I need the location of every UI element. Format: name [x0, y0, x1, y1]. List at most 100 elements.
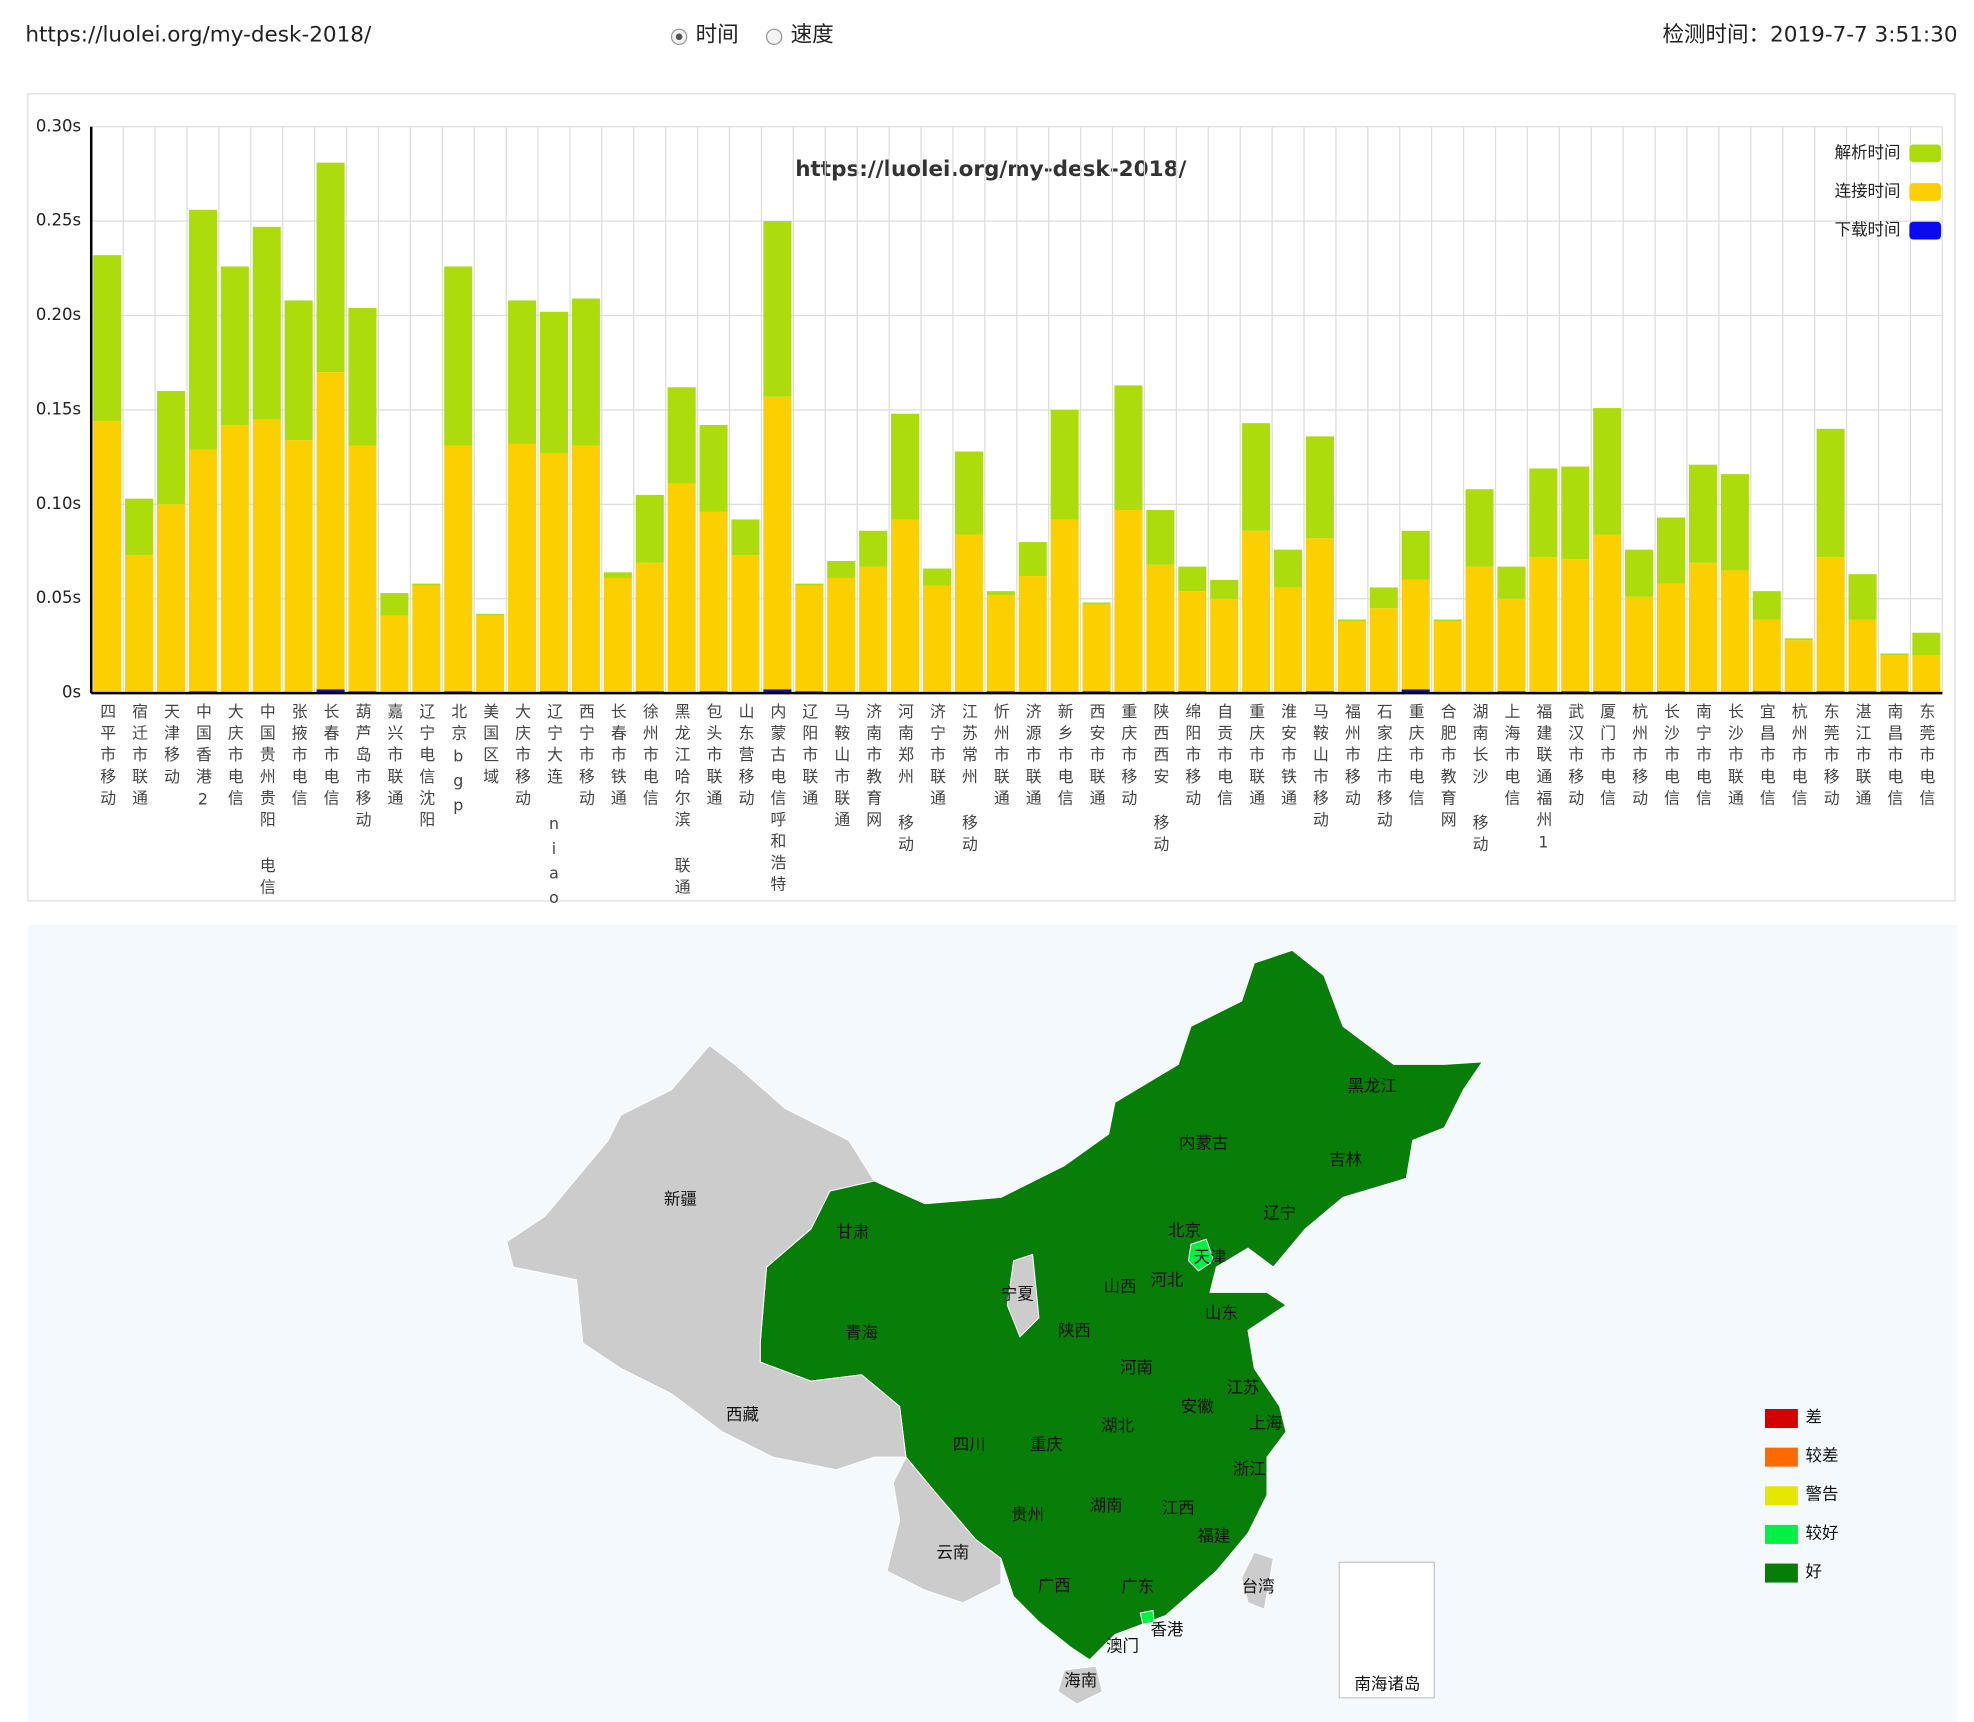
bar-segment — [284, 440, 313, 694]
bar-segment — [252, 419, 281, 694]
x-tick-label: 湖南长沙 移动 — [1470, 703, 1489, 857]
region-label: 上海 — [1249, 1414, 1282, 1433]
region-label: 贵州 — [1011, 1505, 1044, 1524]
x-tick-label: 重庆市移动 — [1119, 703, 1138, 811]
x-tick-label: 河南郑州 移动 — [896, 703, 915, 857]
bar-segment — [667, 387, 696, 484]
bar-segment — [1465, 489, 1494, 567]
map-legend-label: 警告 — [1805, 1485, 1838, 1504]
bar-segment — [220, 425, 249, 694]
region-label: 南海诸岛 — [1354, 1675, 1420, 1694]
x-tick-label: 西宁市移动 — [576, 703, 595, 811]
bar-segment — [1369, 587, 1398, 609]
x-tick-label: 中国香港2 — [193, 703, 212, 814]
bar-segment — [859, 566, 888, 694]
x-tick-label: 长春市铁通 — [608, 703, 627, 811]
x-tick-label: 忻州市联通 — [991, 703, 1010, 811]
x-tick-label: 内蒙古电信呼和浩特 — [768, 703, 787, 897]
radio-time[interactable]: 时间 — [670, 23, 739, 48]
bar-segment — [1657, 583, 1686, 692]
x-tick-label: 黑龙江哈尔滨 联通 — [672, 703, 691, 900]
bar-segment — [1274, 549, 1303, 588]
map-region-shape — [1241, 1551, 1274, 1610]
south-sea-inset — [1338, 1561, 1435, 1699]
bar-segment — [1369, 608, 1398, 694]
map-legend-label: 差 — [1805, 1407, 1821, 1426]
map-region-shape — [1057, 1665, 1103, 1705]
x-tick-label: 东莞市电信 — [1917, 703, 1936, 811]
region-label: 江西 — [1162, 1499, 1195, 1518]
bar-segment — [731, 519, 760, 556]
map-region-shape — [506, 1044, 907, 1471]
bar-segment — [731, 555, 760, 694]
bar-segment — [1082, 604, 1111, 692]
bar-segment — [125, 498, 154, 556]
bar-segment — [508, 443, 537, 694]
y-tick-label: 0.05s — [36, 588, 81, 607]
bar-segment — [444, 445, 473, 692]
bar-segment — [93, 255, 122, 422]
x-tick-label: 福州市移动 — [1342, 703, 1361, 811]
bar-segment — [795, 585, 824, 692]
bar-segment — [1784, 640, 1813, 694]
bar-segment — [1912, 655, 1941, 694]
region-label: 浙江 — [1233, 1459, 1266, 1478]
region-label: 湖南 — [1090, 1496, 1123, 1515]
x-tick-label: 天津移动 — [162, 703, 181, 789]
bar-segment — [1114, 510, 1143, 694]
bar-segment — [922, 585, 952, 694]
bar-segment — [1529, 557, 1558, 694]
x-tick-label: 绵阳市移动 — [1183, 703, 1202, 811]
bar-segment — [1401, 689, 1430, 694]
legend-swatch — [1909, 183, 1942, 201]
map-legend-swatch — [1764, 1563, 1798, 1583]
region-label: 台湾 — [1242, 1577, 1275, 1596]
map-legend-label: 较好 — [1805, 1523, 1838, 1542]
x-tick-label: 山东营移动 — [736, 703, 755, 811]
bar-segment — [1210, 598, 1239, 694]
radio-button[interactable] — [765, 28, 783, 46]
bar-segment — [1497, 566, 1526, 599]
map-region-shape — [1139, 1609, 1155, 1625]
bar-segment — [954, 534, 983, 694]
bar-segment — [1050, 409, 1079, 520]
bar-segment — [125, 555, 154, 694]
bar-segment — [1848, 619, 1877, 692]
chart-title: https://luolei.org/my-desk-2018/ — [795, 157, 1186, 182]
bar-segment — [1050, 519, 1079, 694]
x-tick-label: 辽阳市联通 — [800, 703, 819, 811]
region-label: 新疆 — [664, 1189, 697, 1208]
bar-segment — [1880, 655, 1909, 692]
region-label: 吉林 — [1329, 1150, 1362, 1169]
radio-speed[interactable]: 速度 — [765, 23, 834, 48]
bar-segment — [699, 425, 728, 512]
radio-label[interactable]: 时间 — [696, 23, 739, 48]
chart: 0s 0.05s 0.10s 0.15s 0.20s 0.25s 0.30s 四平市移动 宿迁市… — [36, 116, 1943, 913]
x-tick-label: 淮安市铁通 — [1279, 703, 1298, 811]
region-label: 河北 — [1150, 1271, 1183, 1290]
y-tick-label: 0.15s — [36, 399, 81, 418]
radio-label[interactable]: 速度 — [791, 23, 834, 48]
bar-segment — [1305, 436, 1335, 539]
bar-segment — [1433, 619, 1462, 622]
bar-segment — [1146, 564, 1175, 692]
bar-segment — [1433, 621, 1462, 694]
y-tick-label: 0s — [62, 683, 81, 702]
bar-segment — [444, 266, 473, 446]
bar-segment — [1816, 557, 1845, 692]
bar-segment — [763, 689, 792, 694]
bar-segment — [859, 530, 888, 567]
map-region-shape — [759, 949, 1484, 1661]
bar-segment — [986, 594, 1015, 692]
bar-segment — [1625, 596, 1654, 694]
page-url: https://luolei.org/my-desk-2018/ — [25, 23, 372, 48]
map-legend-label: 好 — [1805, 1562, 1821, 1581]
x-tick-label: 石家庄市移动 — [1374, 703, 1393, 832]
bar-segment — [316, 372, 345, 690]
bar-segment — [1848, 574, 1877, 620]
bar-segment — [891, 413, 920, 520]
bar-segment — [156, 504, 186, 694]
bar-segment — [380, 615, 409, 694]
legend-swatch — [1909, 144, 1942, 163]
bar-segment — [1880, 653, 1909, 656]
